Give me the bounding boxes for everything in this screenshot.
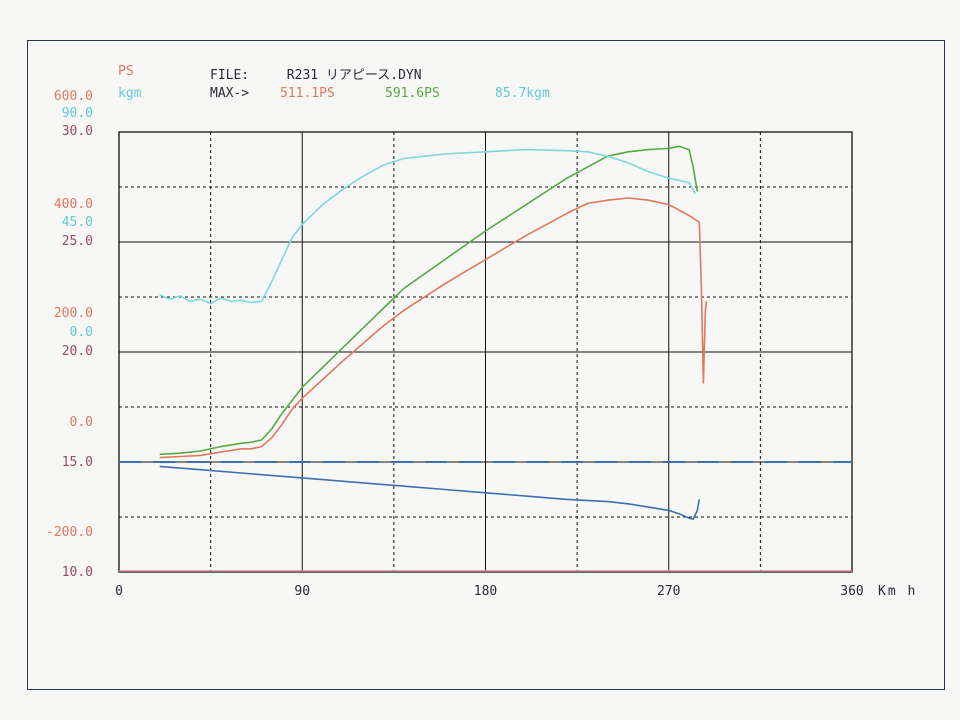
unit-kgm-label: kgm — [118, 86, 142, 101]
y-tick-label: 0.0 — [70, 415, 93, 430]
file-name: R231 リアピース.DYN — [286, 68, 422, 83]
x-tick-label: 180 — [474, 584, 497, 599]
y-tick-label: 45.0 — [62, 215, 93, 230]
max-ps-2: 591.6PS — [385, 86, 440, 101]
y-tick-label: -200.0 — [46, 525, 93, 540]
max-ps-1: 511.1PS — [280, 86, 335, 101]
max-label: MAX-> — [210, 86, 250, 101]
unit-ps-label: PS — [118, 64, 134, 79]
y-tick-label: 200.0 — [54, 306, 93, 321]
y-tick-label: 20.0 — [62, 344, 93, 359]
max-kgm: 85.7kgm — [495, 86, 550, 101]
file-info: FILE: R231 リアピース.DYN — [210, 64, 422, 83]
series-line-1 — [159, 197, 708, 459]
y-tick-label: 15.0 — [62, 455, 93, 470]
y-tick-label: 10.0 — [62, 565, 93, 580]
series-line-2 — [159, 145, 699, 456]
series-line-3 — [159, 148, 696, 305]
file-label: FILE: — [210, 68, 250, 83]
plot-border — [118, 131, 853, 573]
y-tick-label: 25.0 — [62, 234, 93, 249]
x-tick-label: 0 — [115, 584, 123, 599]
y-tick-label: 30.0 — [62, 124, 93, 139]
x-tick-label: 90 — [294, 584, 310, 599]
x-tick-label: 270 — [657, 584, 680, 599]
chart-frame — [27, 40, 945, 690]
x-axis-label: Km h — [878, 584, 917, 599]
series-line-4 — [159, 465, 701, 521]
y-tick-label: 600.0 — [54, 89, 93, 104]
x-tick-label: 360 — [840, 584, 863, 599]
y-tick-label: 400.0 — [54, 197, 93, 212]
y-tick-label: 0.0 — [70, 325, 93, 340]
y-tick-label: 90.0 — [62, 106, 93, 121]
max-info: MAX-> — [210, 86, 249, 101]
